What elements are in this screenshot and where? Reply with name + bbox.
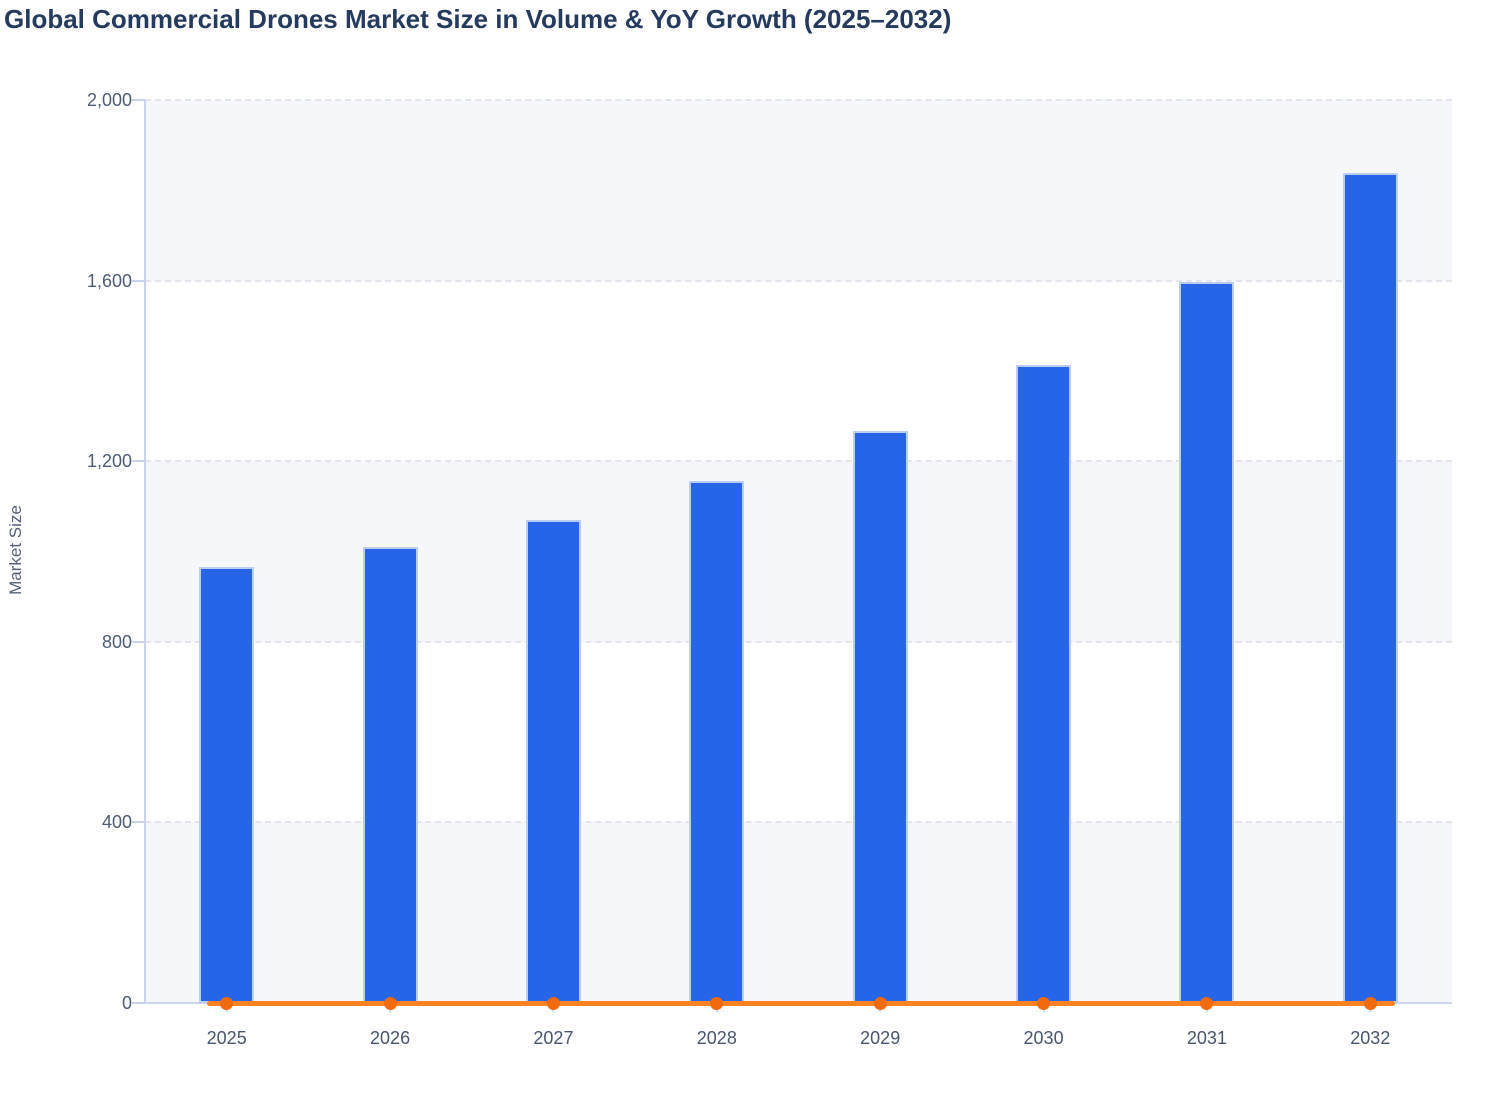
bar-2027 [525,519,581,1003]
plot-band [145,822,1452,1003]
y-tick-label: 400 [101,812,132,833]
plot-band [145,641,1452,823]
y-tick-mark [132,460,145,463]
y-tick-mark [132,99,145,101]
y-tick-label: 1,200 [86,451,132,472]
plot-band [145,100,1452,281]
yoy-point-2029 [873,996,887,1010]
bar-2032 [1342,173,1398,1003]
gridline [145,99,1452,101]
y-axis-line [144,100,146,1003]
gridline [145,640,1452,643]
y-tick-label: 1,600 [86,270,132,291]
yoy-point-2031 [1200,996,1214,1010]
x-label-2032: 2032 [1350,1028,1391,1048]
gridline [145,460,1452,463]
y-tick-mark [132,1002,145,1004]
x-label-2030: 2030 [1023,1028,1064,1048]
x-label-2029: 2029 [860,1028,901,1048]
yoy-growth-line [206,1000,1396,1006]
yoy-point-2027 [546,996,560,1010]
x-label-2028: 2028 [696,1028,737,1048]
x-label-2025: 2025 [206,1028,247,1048]
y-tick-mark [132,821,145,824]
y-tick-label: 800 [101,631,132,652]
y-tick-mark [132,279,145,282]
x-label-2027: 2027 [533,1028,574,1048]
yoy-point-2032 [1363,996,1377,1010]
gridline [145,279,1452,282]
x-label-2026: 2026 [370,1028,411,1048]
bar-2030 [1016,365,1072,1003]
x-label-2031: 2031 [1186,1028,1227,1048]
chart-title: Global Commercial Drones Market Size in … [4,4,952,34]
yoy-point-2028 [710,996,724,1010]
bar-2028 [689,481,745,1003]
plot-band [145,280,1452,462]
y-tick-label: 0 [121,993,132,1013]
y-tick-label: 2,000 [86,90,132,110]
plot-band [145,461,1452,642]
bar-2029 [852,431,908,1003]
yoy-point-2026 [383,996,397,1010]
bar-2025 [199,567,255,1003]
gridline [145,821,1452,824]
y-tick-mark [132,640,145,643]
yoy-point-2030 [1037,996,1051,1010]
bar-2031 [1179,281,1235,1003]
yoy-point-2025 [220,996,234,1010]
bar-2026 [362,546,418,1003]
